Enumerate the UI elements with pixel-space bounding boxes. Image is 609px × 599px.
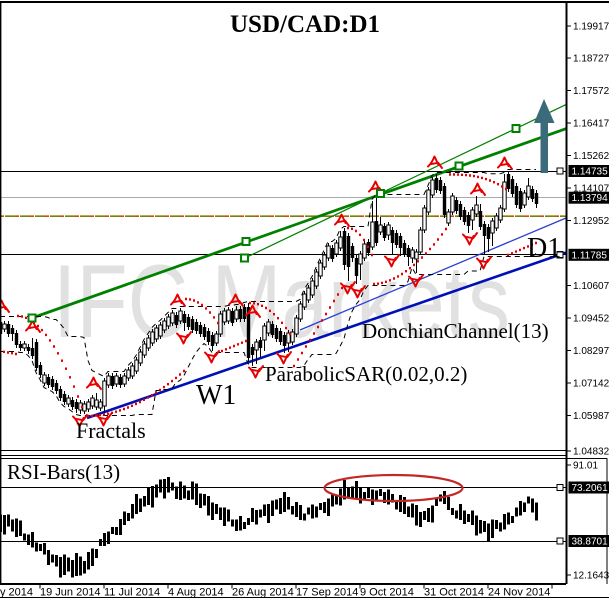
svg-text:1.15262: 1.15262	[573, 151, 609, 162]
svg-text:12.1643: 12.1643	[573, 571, 609, 582]
svg-text:1.18727: 1.18727	[573, 54, 609, 65]
svg-text:1.05987: 1.05987	[573, 411, 609, 422]
svg-text:1.14735: 1.14735	[572, 167, 609, 178]
svg-text:1.16417: 1.16417	[573, 119, 609, 130]
svg-text:1.12952: 1.12952	[573, 216, 609, 227]
svg-text:4 Aug 2014: 4 Aug 2014	[168, 587, 224, 599]
svg-text:17 Sep 2014: 17 Sep 2014	[296, 587, 358, 599]
svg-text:1.04832: 1.04832	[573, 447, 609, 458]
svg-text:9 Oct 2014: 9 Oct 2014	[360, 587, 414, 599]
svg-text:1.08297: 1.08297	[573, 346, 609, 357]
svg-text:91.01: 91.01	[573, 461, 598, 472]
svg-text:USD/CAD:D1: USD/CAD:D1	[230, 11, 380, 38]
svg-text:DonchianChannel(13): DonchianChannel(13)	[362, 319, 549, 343]
svg-text:1.14107: 1.14107	[573, 184, 609, 195]
svg-text:RSI-Bars(13): RSI-Bars(13)	[7, 460, 120, 484]
svg-text:26 Aug 2014: 26 Aug 2014	[232, 587, 294, 599]
svg-text:31 Oct 2014: 31 Oct 2014	[424, 587, 484, 599]
svg-text:38.8701: 38.8701	[572, 537, 609, 548]
svg-text:ParabolicSAR(0.02,0.2): ParabolicSAR(0.02,0.2)	[265, 362, 467, 386]
svg-text:D1: D1	[527, 233, 561, 264]
svg-text:1.11785: 1.11785	[572, 250, 608, 261]
svg-text:Fractals: Fractals	[76, 418, 146, 443]
svg-text:y 2014: y 2014	[0, 587, 33, 599]
svg-text:24 Nov 2014: 24 Nov 2014	[488, 587, 550, 599]
svg-text:1.17572: 1.17572	[573, 86, 609, 97]
svg-text:1.09452: 1.09452	[573, 314, 609, 325]
svg-text:W1: W1	[196, 380, 236, 411]
svg-text:1.10607: 1.10607	[573, 281, 609, 292]
svg-text:19 Jun 2014: 19 Jun 2014	[40, 587, 101, 599]
svg-text:1.07142: 1.07142	[573, 379, 609, 390]
svg-text:11 Jul 2014: 11 Jul 2014	[104, 587, 160, 599]
svg-text:1.19917: 1.19917	[573, 22, 609, 33]
svg-text:1.13794: 1.13794	[572, 193, 609, 204]
svg-text:73.2061: 73.2061	[572, 483, 609, 494]
